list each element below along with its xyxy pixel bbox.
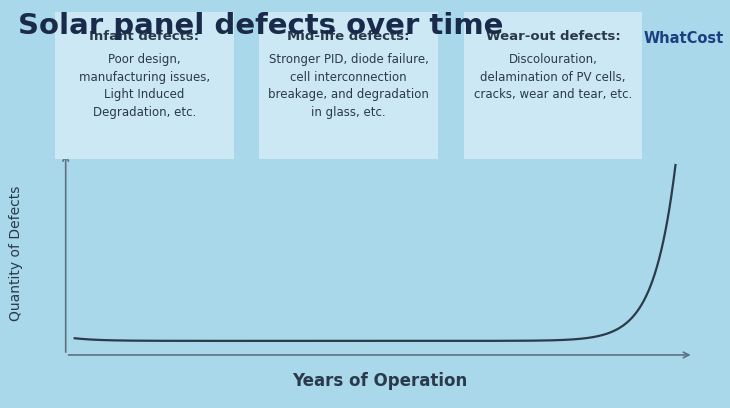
Circle shape [529,21,619,51]
Text: WhatCost: WhatCost [643,31,723,46]
FancyBboxPatch shape [458,8,648,164]
Circle shape [542,25,606,47]
Text: Years of Operation: Years of Operation [292,372,467,390]
Text: Mid-life defects:: Mid-life defects: [288,30,410,43]
FancyBboxPatch shape [254,8,443,164]
Text: Quantity of Defects: Quantity of Defects [9,185,23,321]
Text: Discolouration,
delamination of PV cells,
cracks, wear and tear, etc.: Discolouration, delamination of PV cells… [474,53,632,101]
FancyBboxPatch shape [50,8,239,164]
Text: Solar panel defects over time: Solar panel defects over time [18,12,504,40]
Text: Wear-out defects:: Wear-out defects: [485,30,620,43]
Text: Stronger PID, diode failure,
cell interconnection
breakage, and degradation
in g: Stronger PID, diode failure, cell interc… [268,53,429,119]
Text: Poor design,
manufacturing issues,
Light Induced
Degradation, etc.: Poor design, manufacturing issues, Light… [79,53,210,119]
Text: Infant defects:: Infant defects: [89,30,199,43]
